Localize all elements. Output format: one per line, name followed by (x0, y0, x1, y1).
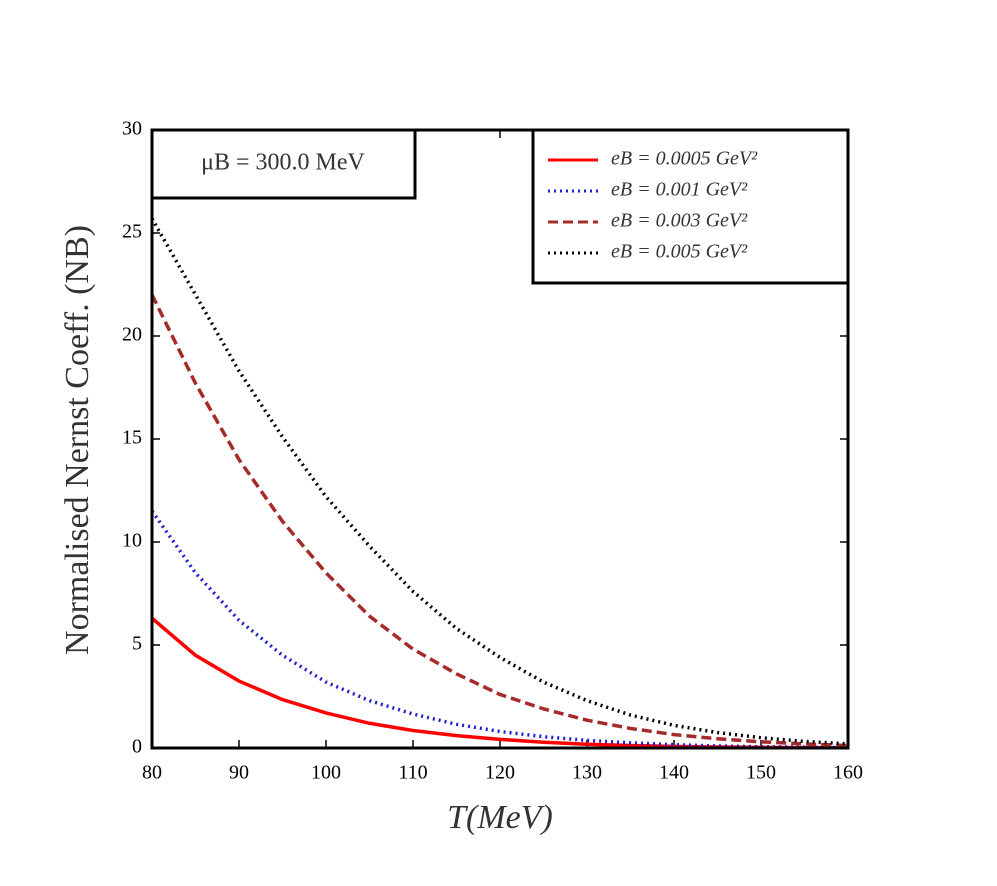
legend-label: eB = 0.005 GeV² (611, 241, 748, 263)
x-tick-label: 90 (229, 762, 249, 784)
x-tick-label: 150 (746, 762, 776, 784)
legend-box (531, 128, 850, 285)
annotation: μB = 300.0 MeV (201, 150, 365, 176)
x-tick-label: 80 (142, 762, 162, 784)
x-tick-label: 160 (833, 762, 863, 784)
legend-label: eB = 0.001 GeV² (611, 179, 748, 201)
series-line (150, 294, 849, 748)
y-tick-label: 25 (122, 221, 142, 243)
x-tick-label: 130 (572, 762, 602, 784)
series-line (150, 510, 849, 750)
annotation-box (150, 128, 417, 200)
x-tick-label: 110 (398, 762, 427, 784)
y-tick-label: 0 (132, 736, 142, 758)
legend-label: eB = 0.0005 GeV² (611, 148, 758, 170)
x-axis-label: T(MeV) (447, 799, 553, 836)
x-tick-label: 140 (659, 762, 689, 784)
y-tick-label: 10 (122, 530, 142, 552)
x-tick-label: 120 (485, 762, 515, 784)
plot-frame (150, 128, 850, 750)
y-tick-label: 15 (122, 427, 142, 449)
x-tick-label: 100 (311, 762, 341, 784)
legend-label: eB = 0.003 GeV² (611, 210, 748, 232)
series-line (150, 217, 849, 746)
y-tick-label: 5 (132, 633, 142, 655)
series-line (150, 616, 849, 750)
y-tick-label: 30 (122, 118, 142, 140)
y-tick-label: 20 (122, 324, 142, 346)
y-axis-label: Normalised Nernst Coeff. (NB) (59, 225, 96, 655)
